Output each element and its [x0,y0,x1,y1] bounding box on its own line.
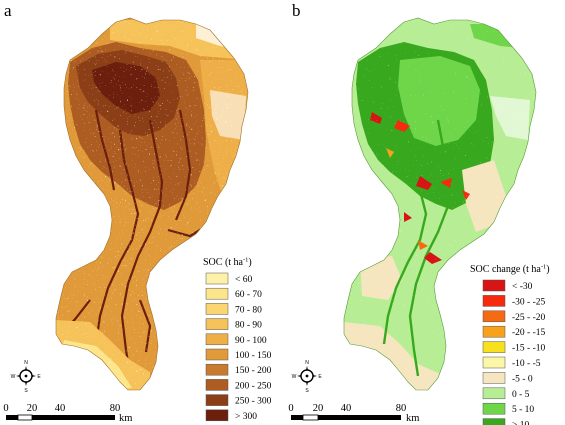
panel-a-letter: a [4,1,12,20]
compass-b-s: S [305,388,309,394]
legend-a-label-6: 150 - 200 [235,366,272,376]
legend-a-label-8: 250 - 300 [235,397,272,407]
compass-b-n: N [305,360,309,366]
legend-b-label-7: 0 - 5 [512,390,530,400]
legend-a-label-5: 100 - 150 [235,351,272,361]
compass-b-e: E [318,374,322,380]
legend-b-swatch-0 [482,279,506,292]
legend-a-swatch-5 [205,348,229,361]
legend-a-swatch-4 [205,333,229,346]
legend-b-label-5: -10 - -5 [512,359,541,369]
compass-a: N S E W [11,360,42,394]
legend-a-label-0: < 60 [235,275,252,285]
scale-b-unit: km [406,413,419,424]
legend-a: SOC (t ha-1) < 60 60 - 70 70 - 80 80 - 90 90… [203,257,272,422]
change-nodata-east [490,96,530,140]
compass-a-n: N [24,360,28,366]
scale-b-tick-3: 80 [396,403,407,414]
legend-a-title: SOC (t ha-1) [203,257,252,269]
legend-a-label-9: > 300 [235,412,257,422]
legend-b-swatch-6 [482,372,506,384]
legend-a-swatch-3 [205,318,229,330]
legend-a-label-4: 90 - 100 [235,336,267,346]
legend-a-swatch-1 [205,287,229,300]
scale-a-tick-0: 0 [3,403,8,414]
legend-b-swatch-1 [482,295,506,307]
legend-b-swatch-3 [482,325,506,338]
soc-nodata-east [210,90,246,140]
panel-a: a [3,1,271,424]
legend-a-swatch-8 [205,394,229,406]
legend-a-swatch-7 [205,379,229,391]
legend-a-swatch-0 [205,272,229,285]
scale-b-tick-1: 20 [313,403,324,414]
legend-b-label-6: -5 - 0 [512,374,533,384]
legend-a-label-2: 70 - 80 [235,305,262,315]
legend-b-label-4: -15 - -10 [512,344,545,354]
scale-a-tick-2: 40 [55,403,66,414]
legend-a-swatch-6 [205,363,229,376]
scale-a-unit: km [119,413,132,424]
panel-b: b [288,1,550,425]
legend-b-label-3: -20 - -15 [512,328,545,338]
scale-b-tick-2: 40 [341,403,352,414]
legend-b-swatch-4 [482,341,506,353]
legend-b-title: SOC change (t ha-1) [470,264,550,276]
legend-a-swatch-9 [205,409,229,422]
scale-a-tick-1: 20 [27,403,38,414]
legend-a-items: < 60 60 - 70 70 - 80 80 - 90 90 - 100 100 - 1… [205,272,272,422]
legend-a-label-3: 80 - 90 [235,321,262,331]
legend-b-items: < -30 -30 - -25 -25 - -20 -20 - -15 -15 - -1… [482,279,545,425]
legend-b-swatch-7 [482,387,506,400]
panel-b-letter: b [292,1,301,20]
compass-b: N S E W [292,360,323,394]
legend-b-label-8: 5 - 10 [512,405,534,415]
compass-a-e: E [37,374,41,380]
legend-a-label-7: 200 - 250 [235,381,272,391]
legend-b-label-9: > 10 [512,421,529,425]
legend-b-swatch-8 [482,402,506,415]
legend-b-swatch-5 [482,356,506,369]
scale-bar-a: 0 20 40 80 km [3,403,132,424]
scale-b-tick-0: 0 [288,403,293,414]
legend-b: SOC change (t ha-1) < -30 -30 - -25 -25 - … [470,264,550,425]
legend-a-swatch-2 [205,303,229,315]
legend-a-label-1: 60 - 70 [235,290,262,300]
legend-b-label-1: -30 - -25 [512,297,545,307]
legend-b-label-0: < -30 [512,282,533,292]
scale-a-tick-3: 80 [110,403,121,414]
compass-a-s: S [24,388,28,394]
scale-bar-b: 0 20 40 80 km [288,403,419,424]
compass-a-w: W [11,374,16,380]
compass-b-w: W [292,374,297,380]
legend-b-label-2: -25 - -20 [512,313,545,323]
legend-b-swatch-2 [482,310,506,323]
legend-b-swatch-9 [482,418,506,425]
